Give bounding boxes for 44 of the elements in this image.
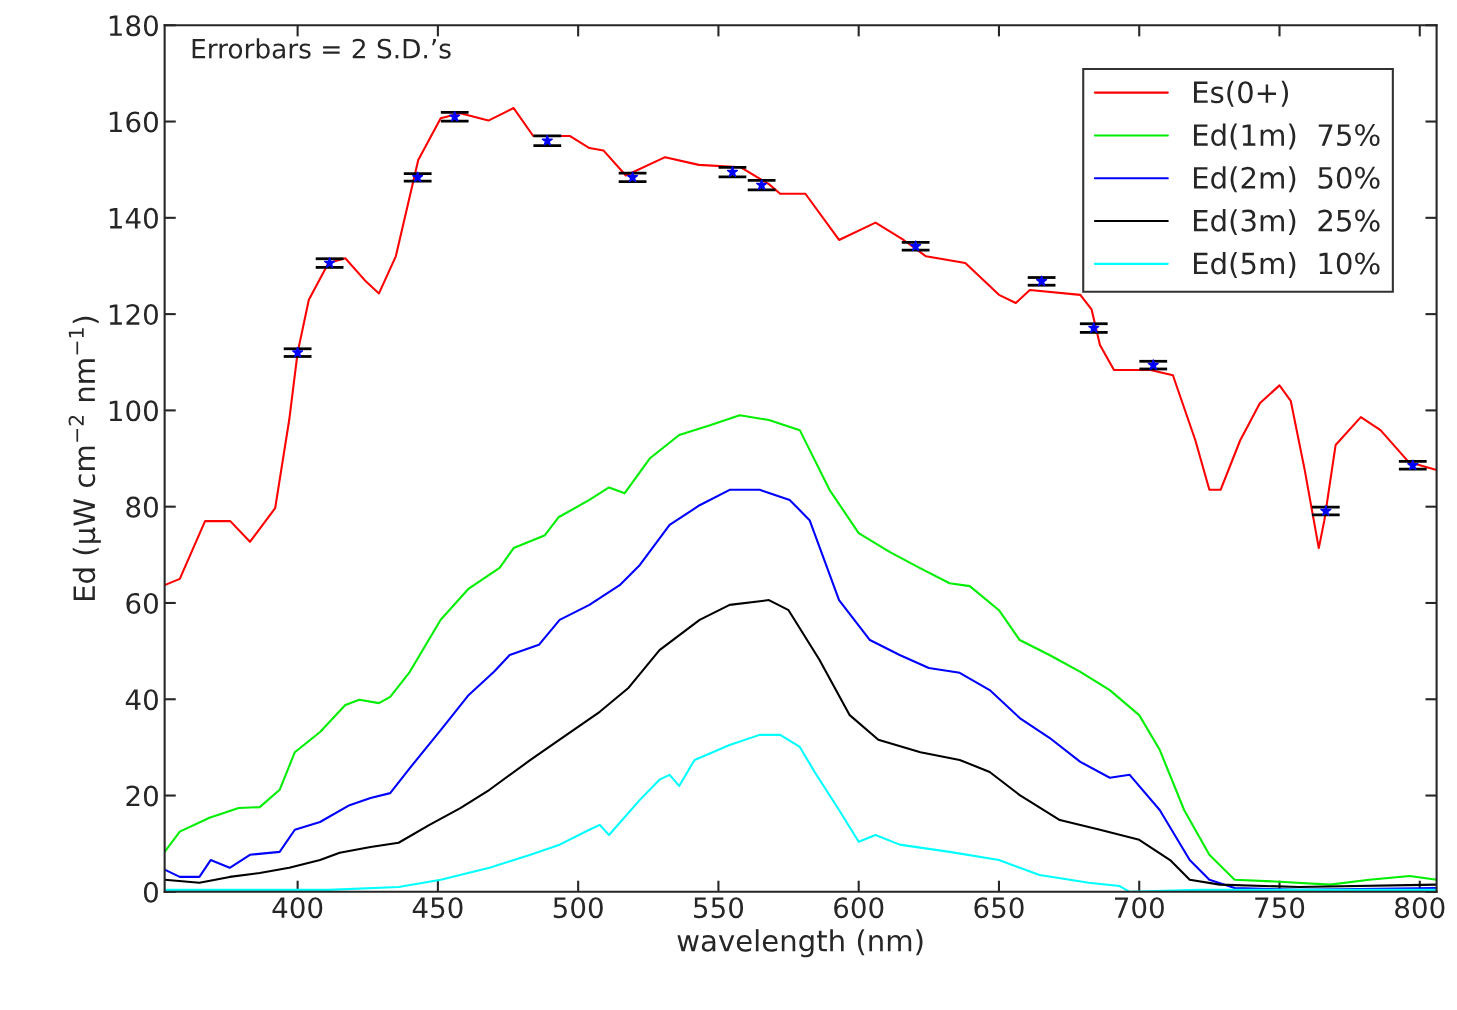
x-axis-title: wavelength (nm) [677,929,923,958]
line-series [164,414,1437,886]
x-tick-label: 400 [272,897,323,919]
point [1407,459,1419,471]
point [541,134,553,146]
point [756,179,768,190]
x-tick-label: 450 [412,897,463,919]
point [726,166,739,177]
y-tick-label: 100 [109,400,158,422]
y-tick-label: 120 [109,304,158,326]
x-tick-label: 800 [1395,897,1445,919]
x-tick-label: 650 [974,897,1024,919]
point [1088,322,1100,333]
legend-label: Ed(1m) 75% [1194,123,1380,150]
y-tick-label: 40 [125,689,158,711]
point [1320,505,1332,516]
y-tick-label: 160 [109,111,158,133]
y-tick-label: 80 [126,496,158,518]
legend-label: Ed(5m) 10% [1194,251,1380,278]
y-tick-label: 180 [109,15,158,37]
x-tick-label: 500 [553,897,603,919]
x-tick-label: 750 [1255,897,1305,919]
y-tick-label: 20 [126,785,158,807]
point [1036,275,1048,287]
legend-label: Es(0+) [1194,80,1289,107]
line-series [164,599,1437,889]
x-tick-label: 550 [694,897,744,919]
legend-label: Ed(3m) 25% [1194,209,1380,236]
point [626,171,639,183]
point [292,346,304,358]
y-tick-label: 0 [143,881,158,903]
annotation: Errorbars = 2 S.D.’s [192,38,451,59]
y-tick-label: 60 [126,592,158,614]
y-tick-label: 140 [109,207,158,229]
y-axis-title: Ed (μW cm$^{−2}$ nm$^{−1}$) [68,316,101,601]
point [910,240,922,252]
point [412,171,424,183]
x-tick-label: 700 [1115,897,1164,919]
line-series [164,107,1437,587]
legend-label: Ed(2m) 50% [1194,166,1380,193]
x-tick-label: 600 [834,897,884,919]
point [449,110,461,122]
point [324,257,336,268]
point [1147,359,1159,371]
